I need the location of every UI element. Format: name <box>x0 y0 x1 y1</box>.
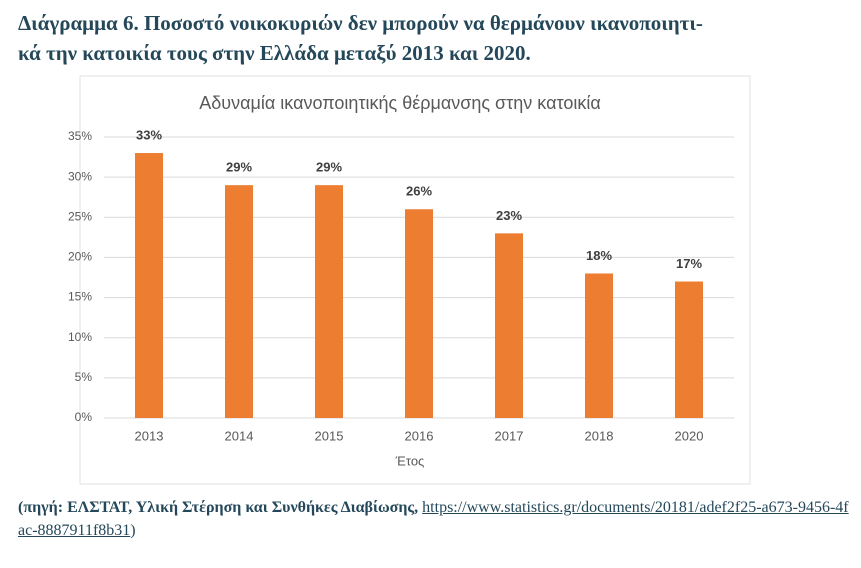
y-tick-label: 25% <box>68 209 92 223</box>
value-label: 29% <box>316 160 342 175</box>
x-tick-label: 2017 <box>495 428 524 443</box>
source: (πηγή: ΕΛΣΤΑΤ, Υλική Στέρηση και Συνθήκε… <box>18 496 853 542</box>
value-label: 17% <box>676 256 702 271</box>
y-tick-label: 30% <box>68 169 92 183</box>
value-label: 23% <box>496 208 522 223</box>
value-label: 26% <box>406 184 432 199</box>
bar <box>225 185 253 418</box>
heading: Διάγραμμα 6. Ποσοστό νοικοκυριών δεν μπο… <box>18 8 858 68</box>
chart: Αδυναμία ικανοποιητικής θέρμανσης στην κ… <box>68 75 751 485</box>
source-link[interactable]: https://www.statistics.gr/documents/2018… <box>18 499 849 539</box>
bar <box>135 153 163 419</box>
x-tick-label: 2016 <box>405 428 434 443</box>
y-tick-label: 5% <box>75 370 93 384</box>
y-tick-label: 15% <box>68 290 92 304</box>
y-tick-label: 10% <box>68 330 92 344</box>
y-tick-label: 20% <box>68 250 92 264</box>
bar <box>585 273 613 418</box>
source-text: (πηγή: ΕΛΣΤΑΤ, Υλική Στέρηση και Συνθήκε… <box>18 499 423 516</box>
heading-line: Διάγραμμα 6. Ποσοστό νοικοκυριών δεν μπο… <box>18 11 703 35</box>
value-label: 18% <box>586 248 612 263</box>
chart-title: Αδυναμία ικανοποιητικής θέρμανσης στην κ… <box>199 93 601 113</box>
bar <box>675 281 703 418</box>
x-tick-label: 2014 <box>225 428 254 443</box>
x-tick-label: 2015 <box>315 428 344 443</box>
x-tick-label: 2013 <box>135 428 164 443</box>
bar <box>315 185 343 418</box>
x-tick-label: 2018 <box>585 428 614 443</box>
y-tick-label: 35% <box>68 129 92 143</box>
bar <box>405 209 433 418</box>
x-axis-title: Έτος <box>395 453 425 468</box>
value-label: 29% <box>226 160 252 175</box>
value-label: 33% <box>136 127 162 142</box>
source-text: ) <box>130 522 136 539</box>
x-tick-label: 2020 <box>675 428 704 443</box>
y-tick-label: 0% <box>75 410 93 424</box>
bar <box>495 233 523 418</box>
heading-line: κά την κατοικία τους στην Ελλάδα μεταξύ … <box>18 41 531 65</box>
